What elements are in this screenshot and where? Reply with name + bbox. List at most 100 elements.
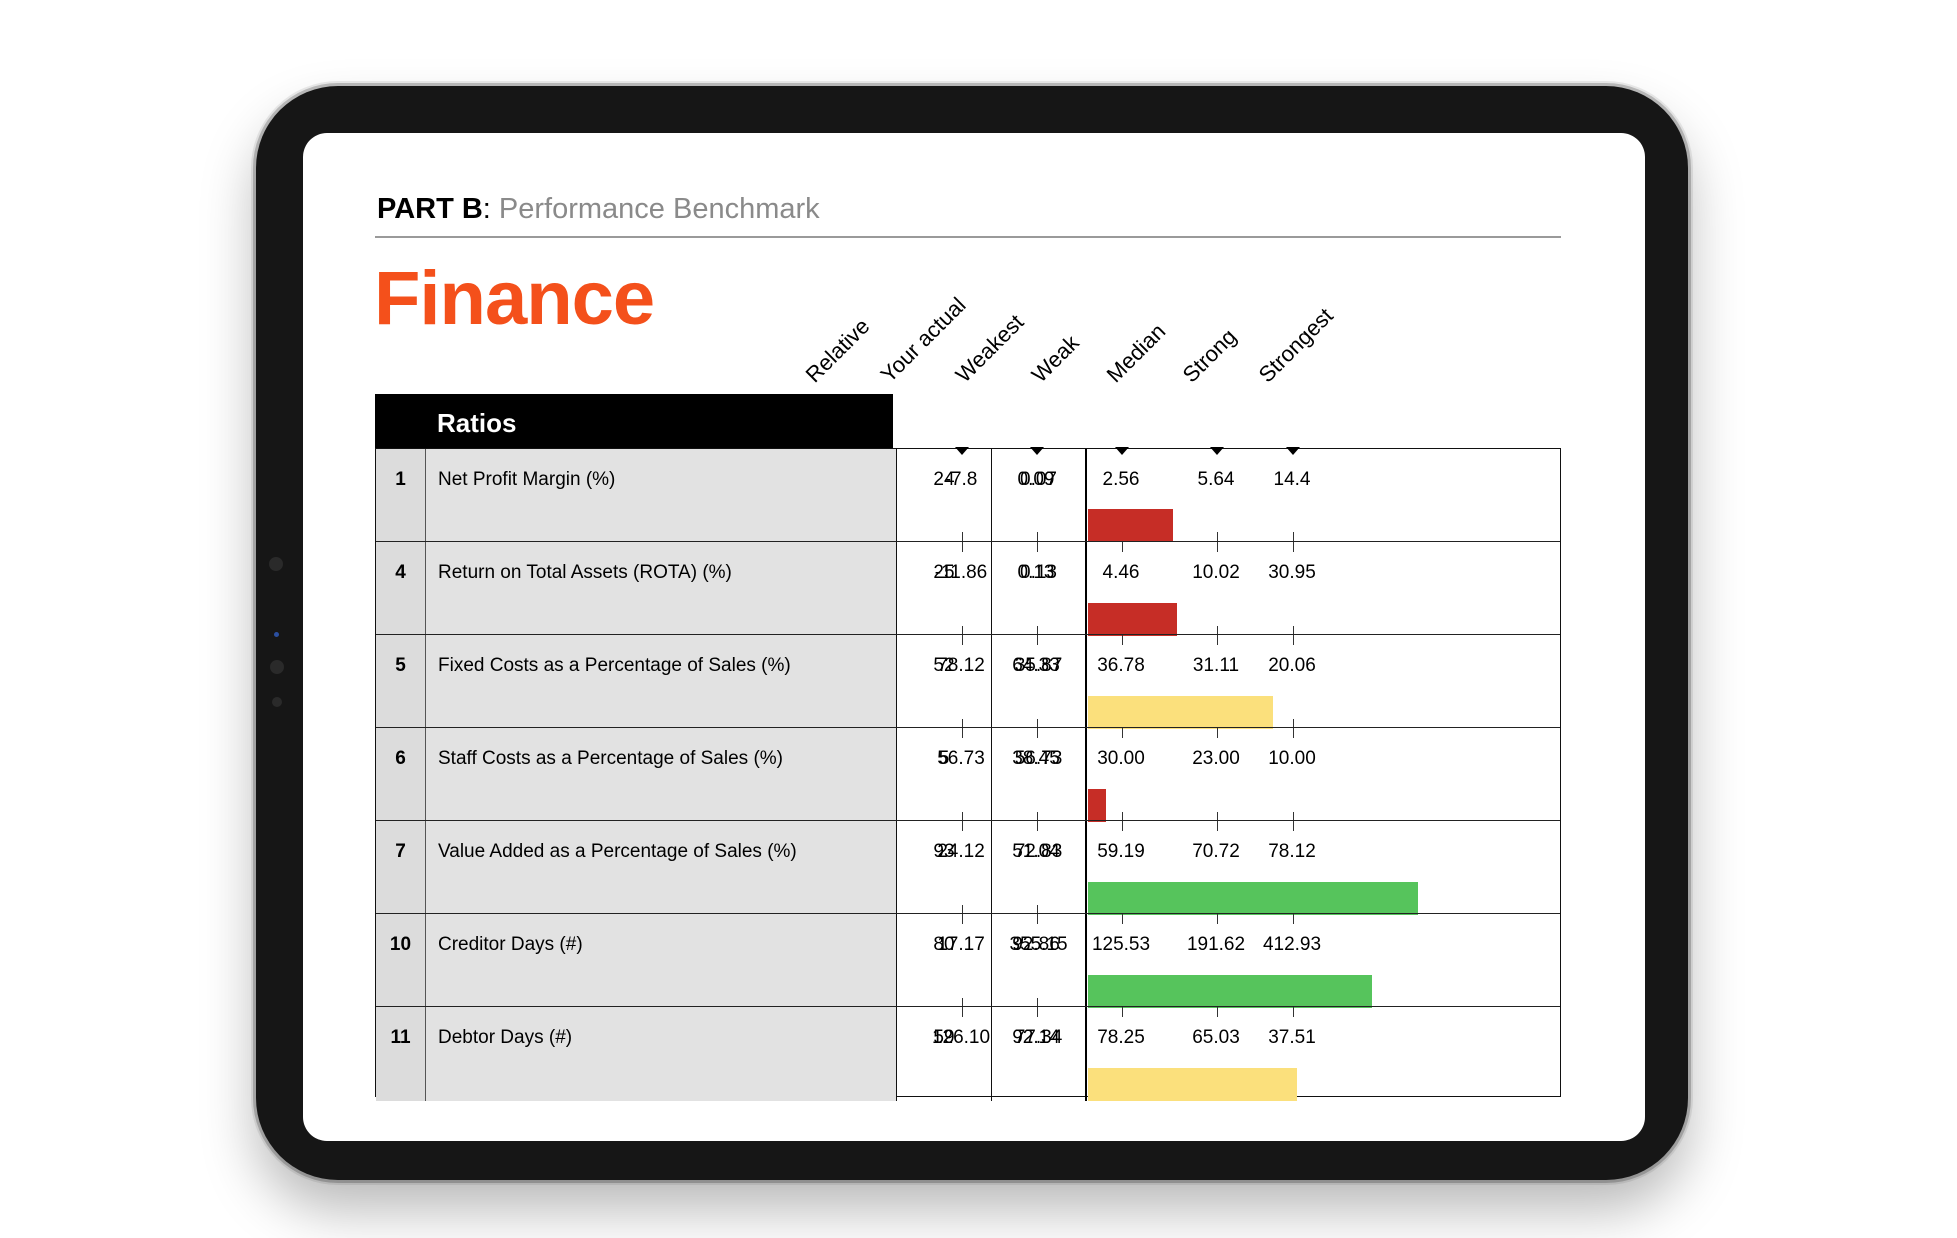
benchmark-tick — [1037, 719, 1038, 729]
ratio-name: Creditor Days (#) — [426, 914, 897, 1008]
benchmark-tick — [1037, 1007, 1038, 1017]
page-title: Finance — [374, 256, 655, 341]
heading-rule — [375, 236, 1561, 238]
benchmark-tick — [962, 719, 963, 729]
section-heading: PART B: Performance Benchmark — [377, 193, 820, 226]
benchmark-value: 30.00 — [1097, 748, 1145, 769]
benchmark-tick — [962, 905, 963, 915]
benchmark-value: 37.51 — [1268, 1027, 1316, 1048]
benchmark-tick — [1293, 542, 1294, 552]
benchmark-tick — [1037, 728, 1038, 738]
actual-value: 0.13 — [992, 542, 1087, 636]
benchmark-tick — [1122, 1007, 1123, 1017]
benchmark-value: 78.25 — [1097, 1027, 1145, 1048]
column-header-weakest: Weakest — [950, 309, 1029, 388]
benchmark-tick — [1293, 914, 1294, 924]
relative-score: 93 — [897, 821, 992, 915]
benchmark-tick — [1037, 812, 1038, 822]
benchmark-value: 38.45 — [1012, 748, 1060, 769]
actual-value: 35.87 — [992, 635, 1087, 729]
benchmark-tick — [962, 635, 963, 645]
benchmark-value: 20.06 — [1268, 655, 1316, 676]
benchmark-value: 65.03 — [1192, 1027, 1240, 1048]
benchmark-value: 4.46 — [1102, 562, 1140, 583]
benchmark-tick — [1217, 728, 1218, 738]
benchmark-tick — [962, 998, 963, 1008]
benchmark-value: -11.86 — [934, 562, 988, 583]
benchmark-value: 31.11 — [1192, 655, 1240, 676]
ratios-table: 1 Net Profit Margin (%) 24 0.07 -7.8 0.09 2.56… — [375, 447, 1561, 1101]
actual-value: 77.34 — [992, 1007, 1087, 1101]
benchmark-marker — [1210, 447, 1224, 455]
benchmark-tick — [962, 914, 963, 924]
benchmark-value: 92.86 — [1012, 934, 1060, 955]
row-number: 4 — [376, 542, 426, 636]
benchmark-tick — [1217, 914, 1218, 924]
relative-score: 80 — [897, 914, 992, 1008]
actual-value: 72.83 — [992, 821, 1087, 915]
actual-value: 56.73 — [992, 728, 1087, 822]
benchmark-value: 14.4 — [1273, 469, 1311, 490]
benchmark-tick — [962, 812, 963, 822]
table-row: 4 Return on Total Assets (ROTA) (%) 25 0.13… — [376, 541, 1560, 636]
benchmark-value: 59.19 — [1097, 841, 1145, 862]
performance-bar — [1088, 1068, 1297, 1101]
benchmark-tick — [1293, 635, 1294, 645]
benchmark-value: 70.72 — [1192, 841, 1240, 862]
benchmark-value: 5.64 — [1197, 469, 1235, 490]
part-subtitle: Performance Benchmark — [498, 193, 820, 225]
benchmark-tick — [962, 821, 963, 831]
column-header-median: Median — [1101, 318, 1171, 388]
ratio-name: Staff Costs as a Percentage of Sales (%) — [426, 728, 897, 822]
row-number: 7 — [376, 821, 426, 915]
benchmark-tick — [1217, 821, 1218, 831]
ratio-name: Fixed Costs as a Percentage of Sales (%) — [426, 635, 897, 729]
benchmark-tick — [1122, 821, 1123, 831]
benchmark-value: 0.13 — [1017, 562, 1055, 583]
table-row: 6 Staff Costs as a Percentage of Sales (%… — [376, 727, 1560, 822]
benchmark-tick — [1122, 914, 1123, 924]
benchmark-value: 30.95 — [1268, 562, 1316, 583]
benchmark-value: 78.12 — [1268, 841, 1316, 862]
sensor-dot — [270, 660, 284, 674]
benchmark-tick — [962, 626, 963, 636]
benchmark-value: 78.12 — [937, 655, 985, 676]
benchmark-value: 23.00 — [1192, 748, 1240, 769]
benchmark-value: 92.14 — [1012, 1027, 1060, 1048]
row-number: 6 — [376, 728, 426, 822]
column-header-strong: Strong — [1177, 323, 1242, 388]
benchmark-value: 17.17 — [937, 934, 985, 955]
benchmark-tick — [1122, 542, 1123, 552]
column-header-relative: Relative — [800, 313, 875, 388]
benchmark-tick — [1122, 812, 1123, 822]
benchmark-tick — [1037, 626, 1038, 636]
table-title-label: Ratios — [437, 408, 517, 438]
benchmark-tick — [1217, 635, 1218, 645]
benchmark-tick — [1293, 812, 1294, 822]
benchmark-tick — [1037, 905, 1038, 915]
performance-bar — [1088, 603, 1177, 636]
performance-bar — [1088, 789, 1106, 822]
row-number: 11 — [376, 1007, 426, 1101]
table-row: 5 Fixed Costs as a Percentage of Sales (%… — [376, 634, 1560, 729]
benchmark-value: 412.93 — [1262, 934, 1322, 955]
relative-score: 5 — [897, 728, 992, 822]
benchmark-tick — [1293, 532, 1294, 542]
benchmark-value: 0.09 — [1017, 469, 1055, 490]
part-separator: : — [482, 193, 499, 225]
benchmark-tick — [1293, 1007, 1294, 1017]
relative-score: 59 — [897, 1007, 992, 1101]
row-number: 5 — [376, 635, 426, 729]
ratio-name: Return on Total Assets (ROTA) (%) — [426, 542, 897, 636]
benchmark-value: 36.78 — [1097, 655, 1145, 676]
benchmark-tick — [1217, 812, 1218, 822]
benchmark-marker — [1286, 447, 1300, 455]
ratio-name: Debtor Days (#) — [426, 1007, 897, 1101]
actual-value: 0.07 — [992, 449, 1087, 542]
benchmark-value: 125.53 — [1091, 934, 1151, 955]
table-title: Ratios — [375, 394, 893, 448]
benchmark-tick — [1037, 998, 1038, 1008]
camera-dot — [269, 557, 283, 571]
benchmark-value: 56.73 — [937, 748, 985, 769]
benchmark-value: 24.12 — [937, 841, 985, 862]
